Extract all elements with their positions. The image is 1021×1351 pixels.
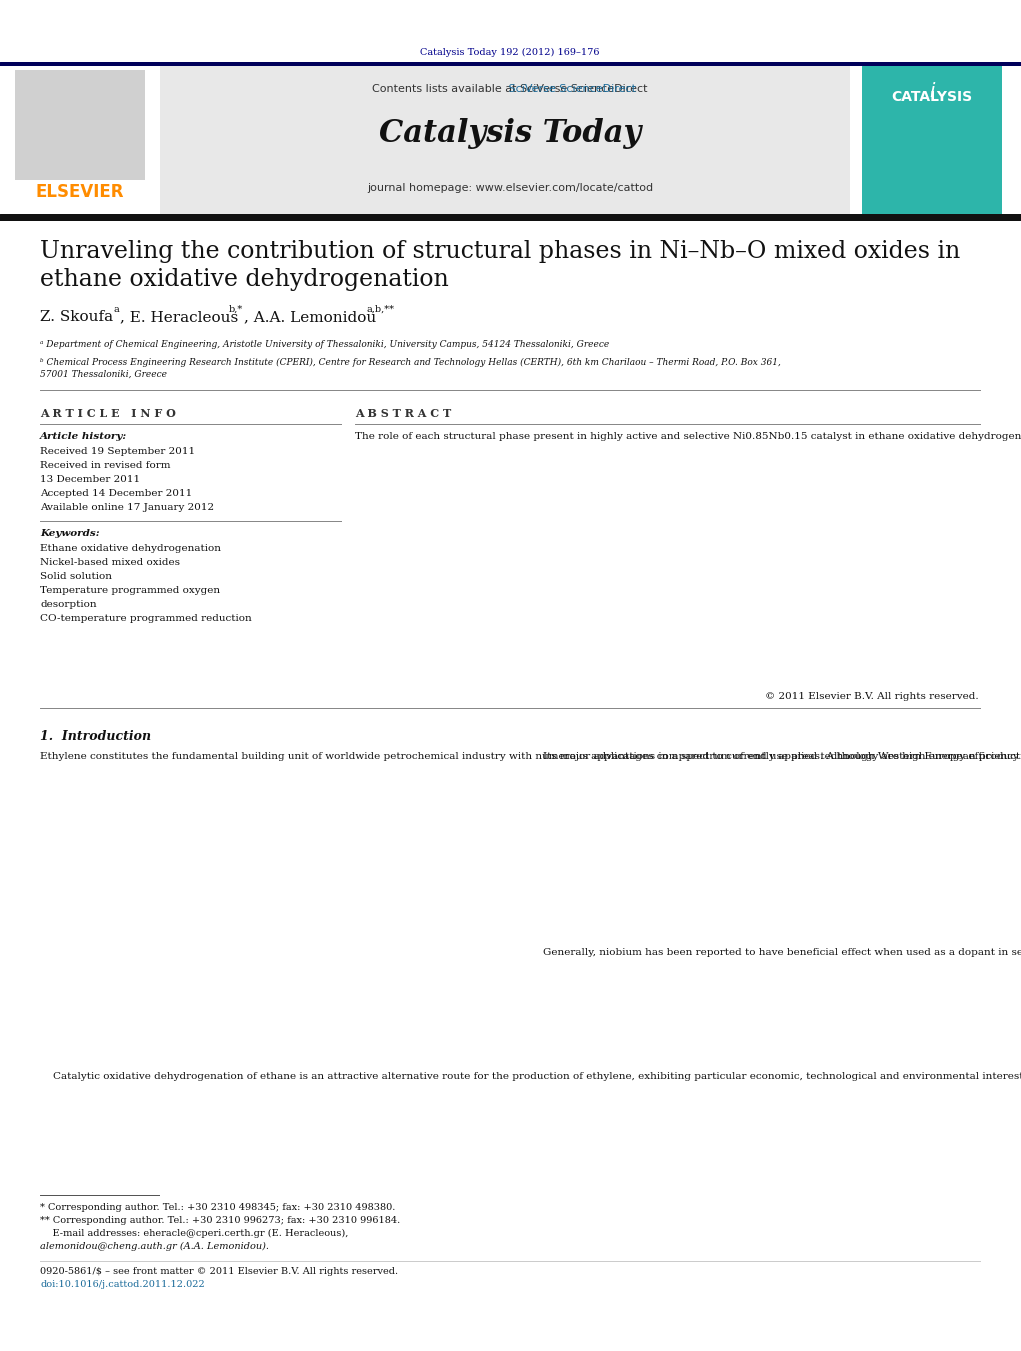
Text: Catalytic oxidative dehydrogenation of ethane is an attractive alternative route: Catalytic oxidative dehydrogenation of e… xyxy=(40,1071,1021,1081)
Text: © 2011 Elsevier B.V. All rights reserved.: © 2011 Elsevier B.V. All rights reserved… xyxy=(766,692,979,701)
Text: Nickel-based mixed oxides: Nickel-based mixed oxides xyxy=(40,558,180,567)
Text: a,b,**: a,b,** xyxy=(366,305,394,313)
Text: Generally, niobium has been reported to have beneficial effect when used as a do: Generally, niobium has been reported to … xyxy=(530,947,1021,957)
Text: Received 19 September 2011: Received 19 September 2011 xyxy=(40,447,195,457)
Text: Z. Skoufa: Z. Skoufa xyxy=(40,309,113,324)
Text: , E. Heracleous: , E. Heracleous xyxy=(120,309,238,324)
Text: ᵃ Department of Chemical Engineering, Aristotle University of Thessaloniki, Univ: ᵃ Department of Chemical Engineering, Ar… xyxy=(40,340,610,349)
Text: Keywords:: Keywords: xyxy=(40,530,100,538)
Text: doi:10.1016/j.cattod.2011.12.022: doi:10.1016/j.cattod.2011.12.022 xyxy=(40,1279,205,1289)
Text: Received in revised form: Received in revised form xyxy=(40,461,171,470)
Text: 0920-5861/$ – see front matter © 2011 Elsevier B.V. All rights reserved.: 0920-5861/$ – see front matter © 2011 El… xyxy=(40,1267,398,1275)
Text: Its major advantages compared to currently applied technology are high energy ef: Its major advantages compared to current… xyxy=(530,753,1021,761)
Text: desorption: desorption xyxy=(40,600,97,609)
Text: The role of each structural phase present in highly active and selective Ni0.85N: The role of each structural phase presen… xyxy=(355,432,1021,442)
Text: Available online 17 January 2012: Available online 17 January 2012 xyxy=(40,503,214,512)
Text: ᵇ Chemical Process Engineering Research Institute (CPERI), Centre for Research a: ᵇ Chemical Process Engineering Research … xyxy=(40,358,781,367)
Text: A B S T R A C T: A B S T R A C T xyxy=(355,408,451,419)
Text: 1.  Introduction: 1. Introduction xyxy=(40,730,151,743)
Text: alemonidou@cheng.auth.gr (A.A. Lemonidou).: alemonidou@cheng.auth.gr (A.A. Lemonidou… xyxy=(40,1242,269,1251)
Text: ethane oxidative dehydrogenation: ethane oxidative dehydrogenation xyxy=(40,267,449,290)
Text: E-mail addresses: eheracle@cperi.certh.gr (E. Heracleous),: E-mail addresses: eheracle@cperi.certh.g… xyxy=(40,1229,348,1238)
Text: Contents lists available at SciVerse ScienceDirect: Contents lists available at SciVerse Sci… xyxy=(373,84,647,95)
Text: CO-temperature programmed reduction: CO-temperature programmed reduction xyxy=(40,613,252,623)
Text: Catalysis Today 192 (2012) 169–176: Catalysis Today 192 (2012) 169–176 xyxy=(421,47,599,57)
Text: Catalysis Today: Catalysis Today xyxy=(379,118,641,149)
Text: 57001 Thessaloniki, Greece: 57001 Thessaloniki, Greece xyxy=(40,370,167,380)
Text: Ethane oxidative dehydrogenation: Ethane oxidative dehydrogenation xyxy=(40,544,221,553)
Text: Ethylene constitutes the fundamental building unit of worldwide petrochemical in: Ethylene constitutes the fundamental bui… xyxy=(40,753,1021,761)
Text: Accepted 14 December 2011: Accepted 14 December 2011 xyxy=(40,489,192,499)
Text: journal homepage: www.elsevier.com/locate/cattod: journal homepage: www.elsevier.com/locat… xyxy=(367,182,653,193)
Text: CATALYSIS: CATALYSIS xyxy=(891,91,973,104)
Text: Solid solution: Solid solution xyxy=(40,571,112,581)
Text: , A.A. Lemonidou: , A.A. Lemonidou xyxy=(244,309,377,324)
Text: Temperature programmed oxygen: Temperature programmed oxygen xyxy=(40,586,221,594)
Text: ** Corresponding author. Tel.: +30 2310 996273; fax: +30 2310 996184.: ** Corresponding author. Tel.: +30 2310 … xyxy=(40,1216,400,1225)
Text: 13 December 2011: 13 December 2011 xyxy=(40,476,140,484)
Text: Article history:: Article history: xyxy=(40,432,128,440)
Text: b,*: b,* xyxy=(229,305,243,313)
Text: Unraveling the contribution of structural phases in Ni–Nb–O mixed oxides in: Unraveling the contribution of structura… xyxy=(40,240,960,263)
Text: a: a xyxy=(114,305,119,313)
Text: SciVerse ScienceDirect: SciVerse ScienceDirect xyxy=(386,84,636,95)
Text: ELSEVIER: ELSEVIER xyxy=(36,182,125,201)
Text: * Corresponding author. Tel.: +30 2310 498345; fax: +30 2310 498380.: * Corresponding author. Tel.: +30 2310 4… xyxy=(40,1202,395,1212)
Text: A R T I C L E   I N F O: A R T I C L E I N F O xyxy=(40,408,176,419)
Text: i: i xyxy=(929,82,934,101)
